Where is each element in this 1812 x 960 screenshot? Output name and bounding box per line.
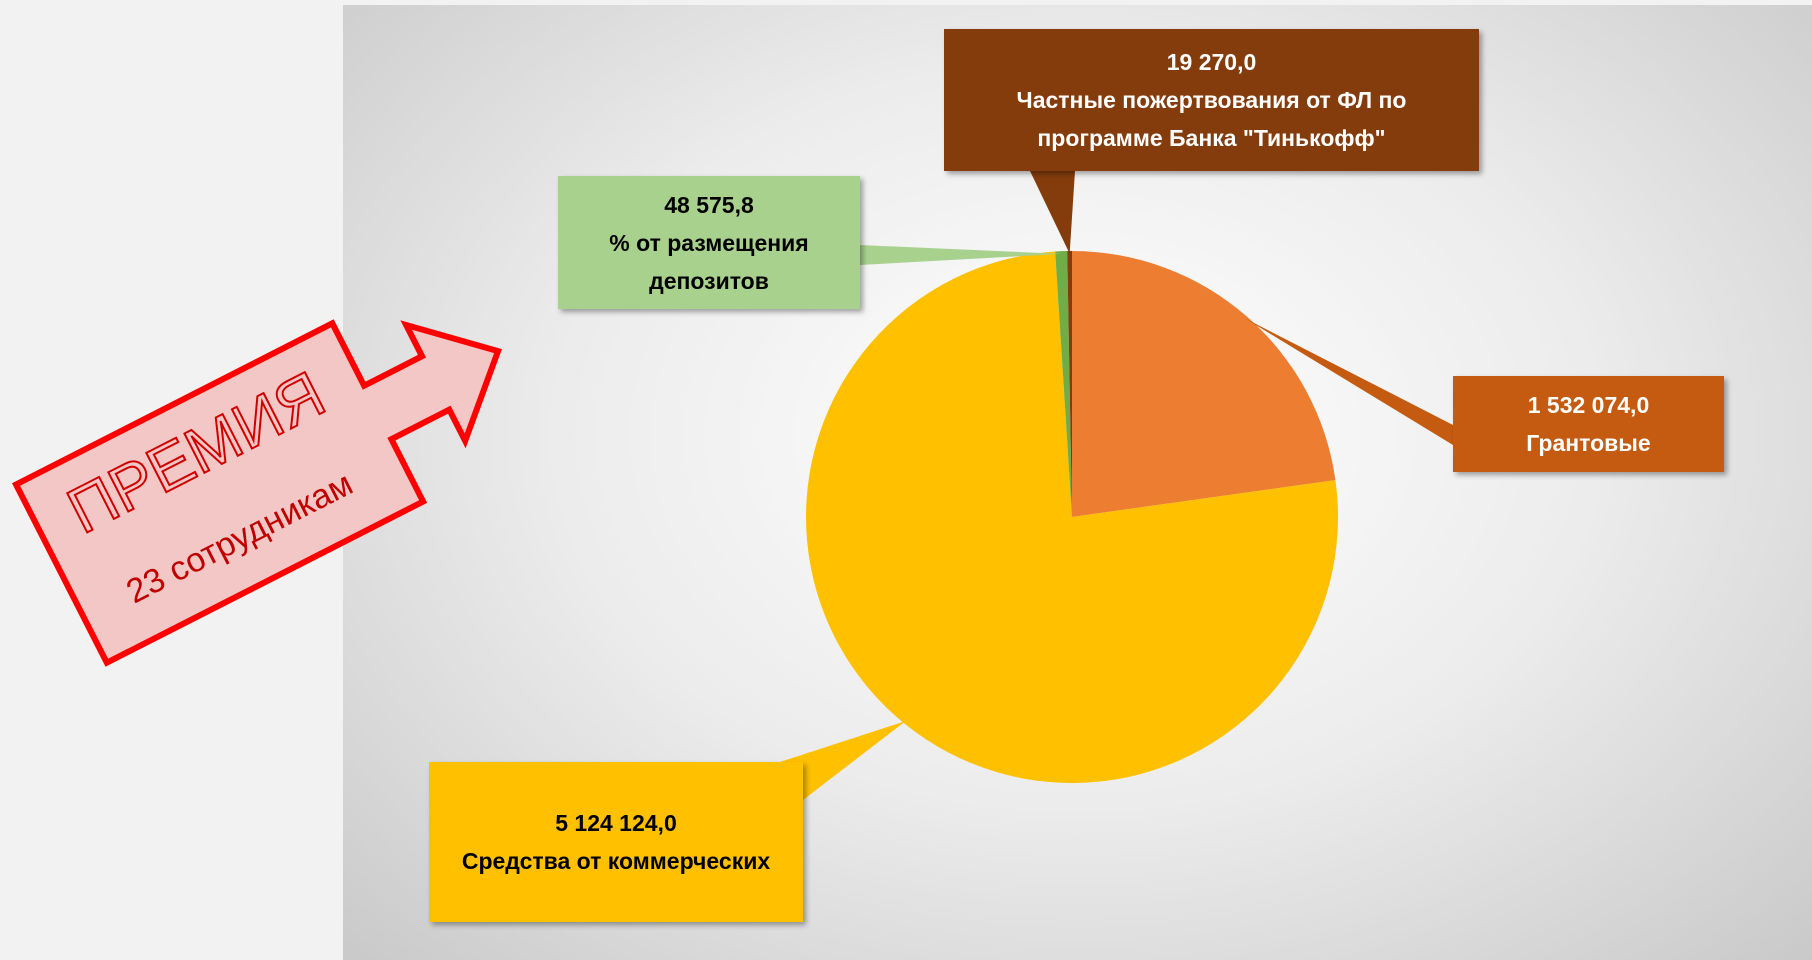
bonus-callout: ПРЕМИЯ 23 сотрудникам — [11, 319, 502, 667]
data-label-category: % от размещения депозитов — [609, 229, 809, 294]
data-label: 1 532 074,0 Грантовые — [1453, 376, 1724, 472]
callout-shape — [11, 319, 502, 667]
data-label: 19 270,0 Частные пожертвования от ФЛ по п… — [944, 29, 1479, 171]
pie-slice — [1072, 251, 1336, 517]
data-label-category: Средства от коммерческих — [461, 848, 771, 874]
data-label: 48 575,8 % от размещения депозитов — [558, 176, 860, 309]
leader-line — [860, 245, 1062, 265]
pie-slice — [806, 251, 1338, 783]
data-label-value: 19 270,0 — [1166, 49, 1257, 75]
data-label-value: 1 532 074,0 — [1527, 392, 1650, 418]
pie-slice — [1055, 251, 1072, 517]
data-label-value: 48 575,8 — [664, 191, 754, 218]
data-label-value: 5 124 124,0 — [555, 810, 677, 836]
leader-line — [1030, 171, 1075, 254]
leader-line — [780, 721, 906, 800]
leader-line — [1244, 318, 1453, 445]
data-label-category: Частные пожертвования от ФЛ по программе… — [1016, 87, 1407, 151]
data-label: 5 124 124,0 Средства от коммерческих — [429, 762, 803, 922]
data-label-category: Грантовые — [1526, 430, 1651, 456]
pie-slice — [1067, 251, 1072, 517]
